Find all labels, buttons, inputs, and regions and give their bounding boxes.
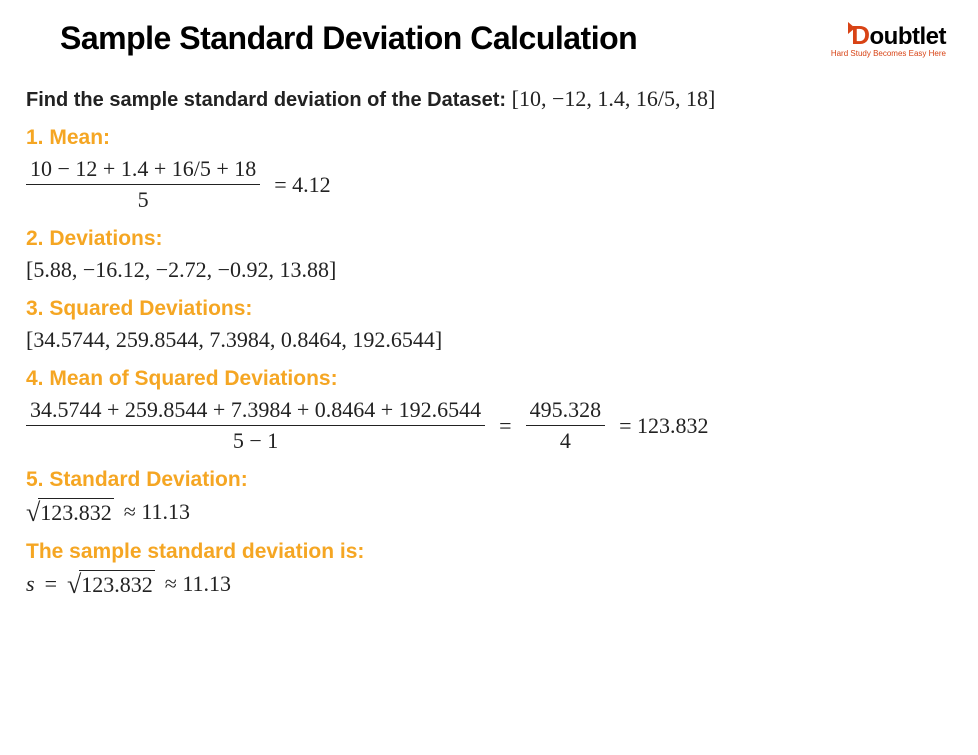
step-mean-sq-heading: 4. Mean of Squared Deviations: <box>26 367 954 391</box>
meansq-num2: 495.328 <box>526 397 606 425</box>
logo-accent-letter: D <box>851 20 869 51</box>
step-mean-expression: 10 − 12 + 1.4 + 16/5 + 18 5 = 4.12 <box>26 156 954 213</box>
result-sqrt: √ 123.832 <box>67 570 155 598</box>
meansq-den1: 5 − 1 <box>26 425 485 454</box>
prompt-dataset: [10, −12, 1.4, 16/5, 18] <box>512 86 716 111</box>
step-mean-heading: 1. Mean: <box>26 126 954 150</box>
meansq-num1: 34.5744 + 259.8544 + 7.3984 + 0.8464 + 1… <box>26 397 485 425</box>
meansq-eq2: = 123.832 <box>615 413 712 439</box>
result-eq: = <box>45 571 57 597</box>
step-stddev-heading: 5. Standard Deviation: <box>26 468 954 492</box>
result-var: s <box>26 571 35 597</box>
step-deviations-heading: 2. Deviations: <box>26 227 954 251</box>
logo-rest: oubtlet <box>870 23 946 51</box>
meansq-eq1: = <box>495 413 515 439</box>
meansq-frac2: 495.328 4 <box>526 397 606 454</box>
step-deviations-values: [5.88, −16.12, −2.72, −0.92, 13.88] <box>26 257 954 283</box>
step-squared-heading: 3. Squared Deviations: <box>26 297 954 321</box>
prompt-label: Find the sample standard deviation of th… <box>26 89 506 111</box>
result-radicand: 123.832 <box>79 570 155 598</box>
content: Find the sample standard deviation of th… <box>24 86 954 598</box>
mean-result: = 4.12 <box>270 172 334 198</box>
result-approx: ≈ 11.13 <box>165 571 231 597</box>
brand-logo: Doubtlet Hard Study Becomes Easy Here <box>831 20 946 58</box>
logo-tagline: Hard Study Becomes Easy Here <box>831 49 946 58</box>
mean-fraction: 10 − 12 + 1.4 + 16/5 + 18 5 <box>26 156 260 213</box>
page-title: Sample Standard Deviation Calculation <box>60 20 637 57</box>
meansq-den2: 4 <box>526 425 606 454</box>
meansq-frac1: 34.5744 + 259.8544 + 7.3984 + 0.8464 + 1… <box>26 397 485 454</box>
mean-denominator: 5 <box>26 184 260 213</box>
stddev-radicand: 123.832 <box>38 498 114 526</box>
stddev-approx: ≈ 11.13 <box>124 499 190 525</box>
deviations-list: [5.88, −16.12, −2.72, −0.92, 13.88] <box>26 257 336 283</box>
step-stddev-expression: √ 123.832 ≈ 11.13 <box>26 498 954 526</box>
step-squared-values: [34.5744, 259.8544, 7.3984, 0.8464, 192.… <box>26 327 954 353</box>
result-heading: The sample standard deviation is: <box>26 540 954 564</box>
mean-numerator: 10 − 12 + 1.4 + 16/5 + 18 <box>26 156 260 184</box>
logo-word: Doubtlet <box>851 20 946 51</box>
stddev-sqrt: √ 123.832 <box>26 498 114 526</box>
problem-prompt: Find the sample standard deviation of th… <box>26 86 954 112</box>
result-expression: s = √ 123.832 ≈ 11.13 <box>26 570 954 598</box>
header: Sample Standard Deviation Calculation Do… <box>24 20 954 58</box>
squared-list: [34.5744, 259.8544, 7.3984, 0.8464, 192.… <box>26 327 442 353</box>
step-mean-sq-expression: 34.5744 + 259.8544 + 7.3984 + 0.8464 + 1… <box>26 397 954 454</box>
